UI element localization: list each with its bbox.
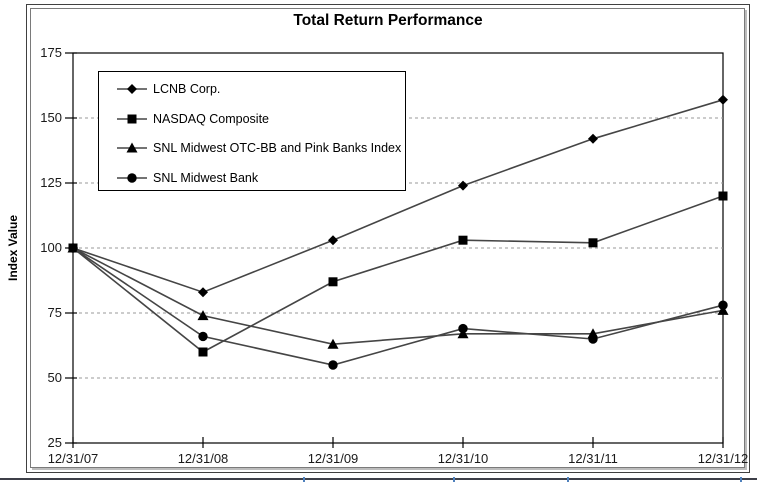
legend-label: LCNB Corp. [153,82,221,96]
marker-diamond [127,84,137,94]
legend-item-triangle: SNL Midwest OTC-BB and Pink Banks Index [117,141,401,155]
y-tick-label-75: 75 [47,305,62,320]
footer-tick-0 [303,477,305,482]
x-tick-label-5: 12/31/12 [697,451,749,466]
y-tick-label-25: 25 [47,435,62,450]
series-line-circle [72,247,724,366]
series-line-square [72,195,724,353]
chart-title: Total Return Performance [293,12,483,29]
legend: LCNB Corp. NASDAQ Composite SNL Midwest OT… [98,71,406,191]
legend-label: SNL Midwest Bank [153,170,259,185]
marker-square [588,238,598,248]
marker-diamond [588,133,598,144]
marker-square [458,235,468,245]
marker-diamond [198,287,208,298]
legend-square-glyph [117,114,147,123]
marker-triangle [327,338,339,349]
x-tick-label-3: 12/31/10 [437,451,489,466]
marker-circle [458,323,468,334]
legend-item-square: NASDAQ Composite [117,112,269,126]
marker-diamond [458,180,468,191]
marker-square [328,277,338,287]
marker-circle [68,243,78,253]
legend-label: SNL Midwest OTC-BB and Pink Banks Index [153,141,402,155]
marker-circle [198,331,208,342]
y-tick-label-125: 125 [40,175,62,190]
marker-diamond [718,94,728,105]
legend-triangle-glyph [117,142,147,153]
footer-tick-3 [740,477,742,482]
marker-triangle [197,310,209,321]
legend-item-diamond: LCNB Corp. [117,82,220,96]
marker-circle [718,300,728,310]
legend-diamond-glyph [117,84,147,94]
series-line-diamond [72,99,724,294]
x-tick-label-0: 12/31/07 [47,451,99,466]
series-line-triangle [72,247,724,346]
marker-circle [127,172,137,183]
marker-circle [588,334,598,344]
y-tick-label-50: 50 [47,370,62,385]
marker-square [198,347,208,357]
marker-diamond [328,235,338,246]
y-tick-label-175: 175 [40,45,62,60]
x-tick-label-4: 12/31/11 [568,451,618,466]
footer-tick-2 [567,477,569,482]
marker-triangle [126,142,138,153]
legend-item-circle: SNL Midwest Bank [117,171,258,185]
footer-tick-1 [453,477,455,482]
y-tick-label-100: 100 [40,240,62,255]
marker-square [718,191,728,201]
marker-circle [328,360,338,370]
legend-circle-glyph [117,172,147,183]
y-tick-label-150: 150 [40,110,62,125]
x-tick-label-1: 12/31/08 [177,451,229,466]
legend-label: NASDAQ Composite [153,111,270,126]
marker-square [127,114,137,123]
x-tick-label-2: 12/31/09 [307,451,359,466]
footer-rule [0,478,757,480]
